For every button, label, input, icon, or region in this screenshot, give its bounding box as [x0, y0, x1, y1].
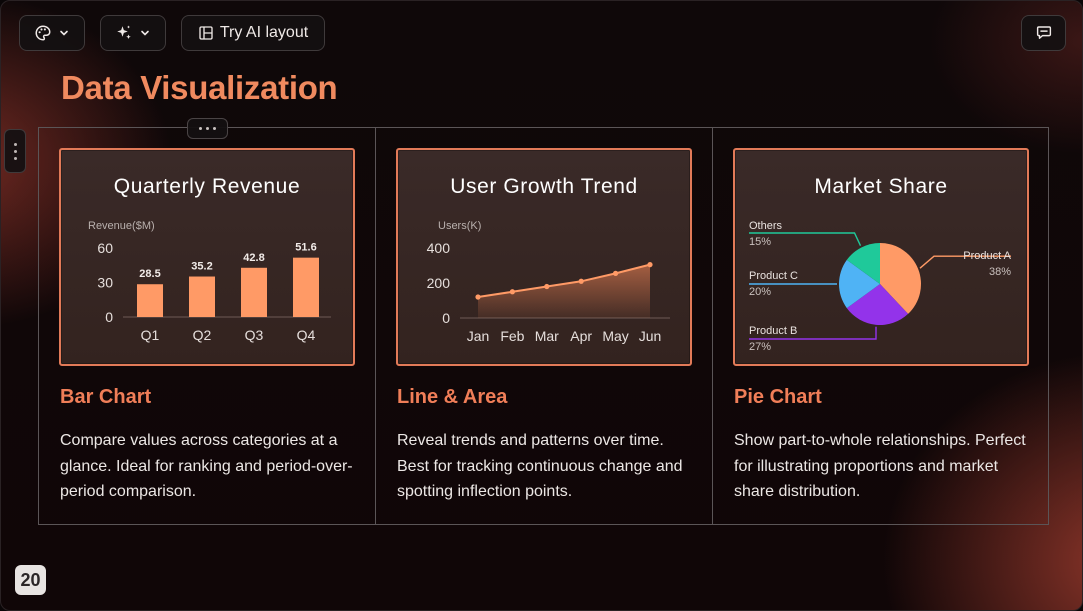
slice-name-label: Product C	[749, 270, 798, 282]
chevron-down-icon	[141, 30, 149, 36]
y-tick-label: 0	[105, 309, 113, 325]
column-bar-chart[interactable]: Quarterly Revenue Revenue($M) 0 30 60 28.5 Q1 3…	[39, 128, 376, 524]
x-tick-label: Q1	[141, 327, 160, 343]
layout-icon	[199, 26, 213, 40]
column-heading: Bar Chart	[60, 386, 152, 408]
chevron-down-icon	[60, 30, 68, 36]
x-tick-label: Mar	[535, 328, 559, 344]
bar	[189, 276, 215, 317]
chart-title: User Growth Trend	[450, 175, 638, 198]
series-line	[477, 263, 651, 298]
y-tick-label: 0	[442, 310, 450, 326]
column-pie-chart[interactable]: Market Share Product A 38% Product B 27% Prod…	[713, 128, 1048, 524]
data-label: 28.5	[139, 268, 160, 280]
side-drag-handle[interactable]	[4, 129, 26, 173]
data-point	[509, 289, 515, 295]
magic-button[interactable]	[100, 15, 166, 51]
column-description: Show part-to-whole relationships. Perfec…	[734, 432, 1026, 500]
block-options-handle[interactable]	[187, 118, 228, 139]
x-tick-label: Q3	[245, 327, 264, 343]
data-point	[475, 294, 481, 300]
slice-percent-label: 20%	[749, 286, 771, 298]
comment-icon	[1036, 26, 1051, 39]
data-label: 35.2	[191, 261, 212, 273]
line-chart-card[interactable]: User Growth Trend Users(K) 0 200 400 Jan Feb Ma…	[396, 148, 692, 366]
column-heading: Pie Chart	[734, 386, 822, 408]
bar	[293, 257, 319, 317]
y-axis-label: Users(K)	[438, 220, 481, 232]
x-tick-label: Q4	[297, 327, 316, 343]
y-tick-label: 200	[427, 275, 451, 291]
palette-icon	[35, 25, 51, 41]
x-tick-label: Apr	[570, 328, 592, 344]
sparkle-icon	[117, 25, 131, 39]
pie-slice	[846, 284, 909, 326]
data-point	[544, 283, 550, 290]
slice-percent-label: 27%	[749, 341, 771, 353]
pie-slice	[846, 243, 880, 284]
pie-chart-card[interactable]: Market Share Product A 38% Product B 27% Prod…	[733, 148, 1029, 366]
column-description: Compare values across categories at a gl…	[60, 432, 353, 500]
pie-slice	[838, 259, 880, 309]
y-tick-label: 400	[427, 240, 451, 256]
comments-button[interactable]	[1021, 15, 1066, 51]
leader-line	[749, 326, 877, 340]
bar-chart: Quarterly Revenue Revenue($M) 0 30 60 28.5 Q1 3…	[88, 175, 331, 343]
x-tick-label: Jan	[467, 328, 490, 344]
data-point	[578, 278, 584, 284]
pie-chart: Market Share Product A 38% Product B 27% Prod…	[749, 175, 1012, 353]
slice-percent-label: 38%	[989, 266, 1011, 278]
slice-percent-label: 15%	[749, 236, 771, 248]
theme-button[interactable]	[19, 15, 85, 51]
data-label: 42.8	[243, 252, 264, 264]
y-tick-label: 30	[97, 275, 113, 291]
x-tick-label: Q2	[193, 327, 212, 343]
column-line-area[interactable]: User Growth Trend Users(K) 0 200 400 Jan Feb Ma…	[376, 128, 713, 524]
bar	[137, 284, 163, 317]
data-label: 51.6	[295, 242, 316, 254]
y-axis-label: Revenue($M)	[88, 220, 155, 232]
chart-title: Quarterly Revenue	[114, 175, 300, 198]
page-title: Data Visualization	[61, 69, 338, 106]
area-fill	[478, 264, 650, 318]
slice-name-label: Product A	[963, 250, 1011, 262]
bar	[241, 267, 267, 317]
pie-slice	[880, 243, 922, 314]
data-point	[613, 270, 619, 276]
data-point	[647, 262, 653, 268]
x-tick-label: Jun	[639, 328, 662, 344]
column-heading: Line & Area	[397, 386, 508, 408]
x-tick-label: Feb	[500, 328, 524, 344]
x-tick-label: May	[602, 328, 628, 344]
bar-chart-card[interactable]: Quarterly Revenue Revenue($M) 0 30 60 28.5 Q1 3…	[59, 148, 355, 366]
y-tick-label: 60	[97, 240, 113, 256]
leader-line	[749, 232, 862, 246]
page-number-badge: 20	[15, 565, 46, 595]
chart-title: Market Share	[814, 175, 947, 198]
column-description: Reveal trends and patterns over time. Be…	[397, 432, 683, 500]
leader-line	[919, 255, 1011, 269]
area-chart: User Growth Trend Users(K) 0 200 400 Jan Feb Ma…	[427, 175, 670, 344]
columns-grid[interactable]: Quarterly Revenue Revenue($M) 0 30 60 28.5 Q1 3…	[38, 127, 1049, 525]
try-ai-layout-button[interactable]: Try AI layout	[181, 15, 325, 51]
slice-name-label: Others	[749, 220, 783, 232]
slice-name-label: Product B	[749, 325, 797, 337]
try-ai-layout-label: Try AI layout	[219, 24, 309, 41]
